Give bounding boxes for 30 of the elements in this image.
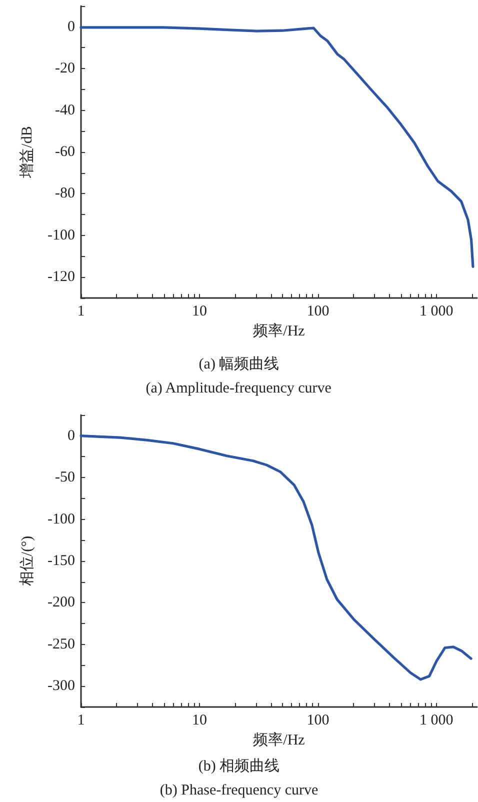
y-tick-label: 0 [68, 428, 75, 444]
x-axis-title: 频率/Hz [253, 322, 306, 340]
y-tick-label: -60 [55, 144, 75, 160]
y-tick-label: -50 [55, 470, 75, 486]
y-tick-label: -20 [55, 60, 75, 77]
x-axis-title: 频率/Hz [253, 732, 306, 748]
x-tick-label: 100 [306, 304, 330, 320]
y-tick-label: 0 [68, 18, 75, 35]
text: (b) 相频曲线 [198, 758, 280, 774]
text: (a) Amplitude-frequency curve [146, 380, 332, 396]
x-tick-label: 10 [192, 712, 207, 728]
y-tick-label: -200 [48, 594, 75, 611]
y-tick-label: -120 [48, 269, 75, 286]
y-tick-label: -80 [55, 186, 75, 202]
x-tick-label: 100 [306, 712, 330, 728]
x-tick-label: 10 [192, 304, 207, 320]
text: (a) 幅频曲线 [198, 356, 280, 372]
x-tick-label: 1 000 [420, 304, 454, 320]
y-axis-title: 增益/dB [18, 126, 36, 179]
x-tick-label: 1 [77, 304, 85, 320]
x-tick-label: 1 [77, 712, 85, 728]
y-tick-label: -250 [48, 636, 75, 652]
y-axis-title: 相位/(°) [18, 536, 36, 586]
y-tick-label: -150 [48, 553, 75, 569]
y-tick-label: -300 [48, 678, 75, 694]
text: (b) Phase-frequency curve [160, 782, 318, 798]
x-tick-label: 1 000 [420, 712, 454, 728]
y-tick-label: -100 [48, 511, 75, 528]
y-tick-label: -40 [55, 102, 75, 118]
y-tick-label: -100 [48, 227, 75, 244]
